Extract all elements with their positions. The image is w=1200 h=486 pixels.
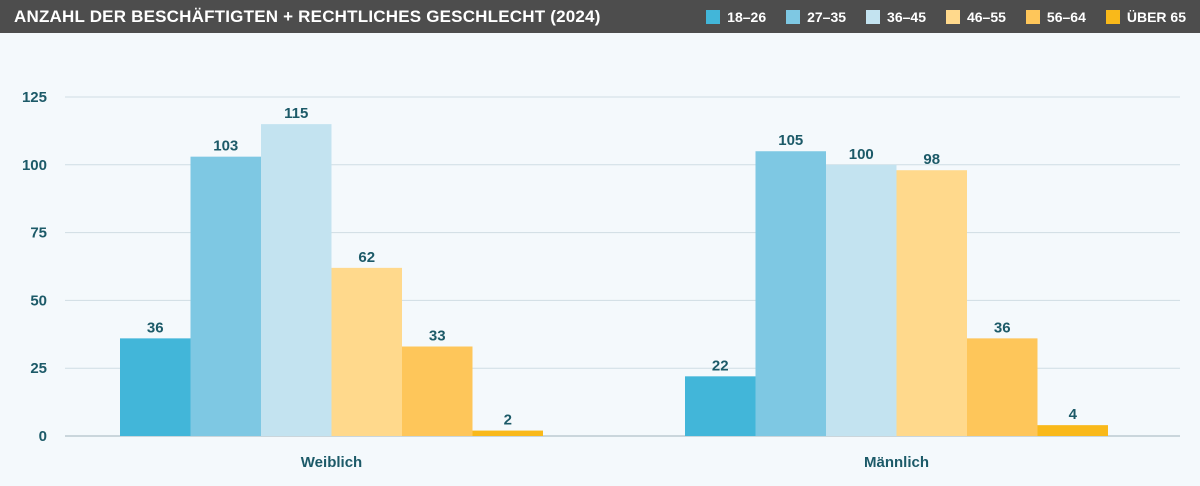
data-label-weiblich-1: 103 bbox=[213, 138, 238, 155]
legend-item-46-55: 46–55 bbox=[945, 9, 1006, 25]
legend-label-56-64: 56–64 bbox=[1046, 9, 1086, 25]
data-label-männlich-2: 100 bbox=[849, 146, 874, 163]
data-label-männlich-0: 22 bbox=[712, 357, 729, 374]
data-label-männlich-1: 105 bbox=[778, 132, 803, 149]
legend-swatch-36-45 bbox=[866, 10, 881, 24]
y-axis: 0 25 50 75 100 125 bbox=[22, 89, 47, 445]
legend-item-18-26: 18–26 bbox=[706, 9, 766, 25]
legend-swatch-56-64 bbox=[1025, 10, 1040, 24]
bar-weiblich-2 bbox=[261, 124, 332, 437]
legend-label-46-55: 46–55 bbox=[966, 9, 1006, 25]
y-tick-label-25: 25 bbox=[30, 360, 47, 377]
bar-weiblich-4 bbox=[402, 346, 473, 436]
legend-swatch-27-35 bbox=[786, 10, 801, 24]
legend-label-ueber-65: ÜBER 65 bbox=[1126, 9, 1186, 25]
y-tick-label-0: 0 bbox=[39, 428, 47, 445]
legend-label-27-35: 27–35 bbox=[807, 9, 847, 25]
y-tick-label-100: 100 bbox=[22, 157, 47, 174]
bar-weiblich-0 bbox=[120, 338, 191, 436]
data-label-weiblich-2: 115 bbox=[284, 105, 308, 122]
bar-männlich-4 bbox=[967, 338, 1038, 436]
data-label-weiblich-0: 36 bbox=[147, 319, 164, 336]
chart-title: ANZAHL DER BESCHÄFTIGTEN + RECHTLICHES G… bbox=[14, 7, 601, 26]
y-tick-label-125: 125 bbox=[22, 89, 47, 106]
data-label-männlich-3: 98 bbox=[923, 151, 940, 168]
legend-label-36-45: 36–45 bbox=[887, 9, 926, 25]
bar-männlich-3 bbox=[896, 170, 967, 436]
legend-swatch-18-26 bbox=[706, 10, 721, 24]
category-label-1: Männlich bbox=[864, 454, 929, 471]
legend: 18–26 27–35 36–45 46–55 56–64 ÜBER 65 bbox=[706, 9, 1186, 25]
legend-label-18-26: 18–26 bbox=[727, 9, 767, 25]
bar-weiblich-5 bbox=[472, 430, 543, 436]
category-label-0: Weiblich bbox=[301, 454, 362, 471]
legend-item-56-64: 56–64 bbox=[1025, 9, 1086, 25]
data-label-weiblich-5: 2 bbox=[504, 412, 512, 429]
legend-item-27-35: 27–35 bbox=[786, 9, 846, 25]
title-bar: ANZAHL DER BESCHÄFTIGTEN + RECHTLICHES G… bbox=[0, 0, 1200, 33]
data-label-männlich-5: 4 bbox=[1069, 406, 1078, 423]
data-label-männlich-4: 36 bbox=[994, 319, 1011, 336]
legend-item-36-45: 36–45 bbox=[866, 9, 926, 25]
bar-weiblich-3 bbox=[331, 267, 402, 436]
legend-swatch-46-55 bbox=[945, 10, 960, 24]
bar-weiblich-1 bbox=[190, 156, 261, 436]
y-tick-label-75: 75 bbox=[30, 225, 47, 242]
y-tick-label-50: 50 bbox=[30, 292, 47, 309]
legend-swatch-ueber-65 bbox=[1105, 10, 1120, 24]
bar-männlich-0 bbox=[685, 376, 756, 436]
bar-männlich-2 bbox=[826, 164, 897, 437]
data-label-weiblich-3: 62 bbox=[358, 249, 375, 266]
legend-item-ueber-65: ÜBER 65 bbox=[1105, 9, 1186, 25]
data-label-weiblich-4: 33 bbox=[429, 328, 446, 345]
bar-männlich-1 bbox=[755, 151, 826, 436]
bar-männlich-5 bbox=[1037, 425, 1108, 436]
x-axis: Weiblich Männlich bbox=[301, 454, 929, 471]
